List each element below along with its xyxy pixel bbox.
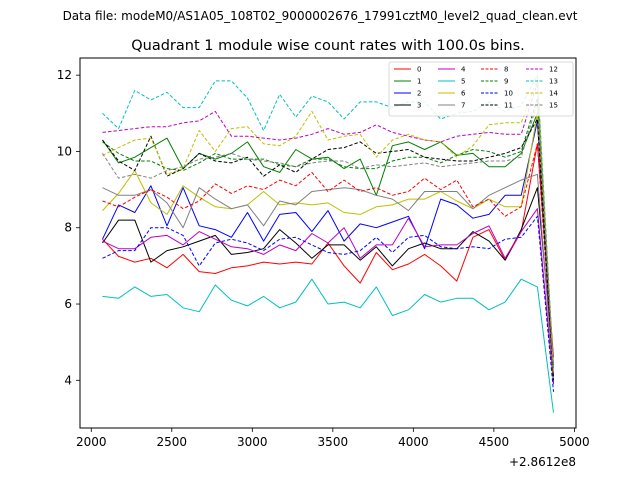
- series-layer: [102, 74, 554, 413]
- y-tick-label: 12: [57, 68, 72, 82]
- legend-label-9: 9: [504, 78, 508, 86]
- legend-label-12: 12: [549, 66, 558, 74]
- legend-label-2: 2: [417, 90, 421, 98]
- x-axis: 2000 2500 3000 3500 4000 4500 5000: [76, 428, 590, 449]
- y-tick-label: 10: [57, 144, 72, 158]
- legend-label-4: 4: [461, 66, 466, 74]
- x-offset-label: +2.8612e8: [509, 455, 576, 469]
- plot-frame: [79, 57, 577, 429]
- series-line-4: [102, 208, 554, 385]
- legend-label-15: 15: [549, 102, 558, 110]
- legend-label-1: 1: [417, 78, 421, 86]
- x-tick-label: 2000: [76, 435, 107, 449]
- suptitle: Data file: modeM0/AS1A05_108T02_90000026…: [63, 9, 578, 23]
- series-line-10: [102, 215, 554, 392]
- x-tick-label: 2500: [157, 435, 188, 449]
- series-line-12: [102, 82, 554, 373]
- series-line-14: [102, 78, 554, 373]
- y-tick-label: 4: [64, 373, 72, 387]
- x-tick-label: 4000: [398, 435, 429, 449]
- legend-label-3: 3: [417, 102, 421, 110]
- y-tick-label: 6: [64, 297, 72, 311]
- series-line-2: [102, 120, 554, 385]
- legend-label-5: 5: [461, 78, 465, 86]
- legend-label-0: 0: [417, 66, 421, 74]
- legend-label-10: 10: [504, 90, 513, 98]
- x-tick-label: 5000: [559, 435, 590, 449]
- legend-label-7: 7: [461, 102, 465, 110]
- y-axis: 4 6 8 10 12: [57, 68, 80, 387]
- legend-label-8: 8: [504, 66, 508, 74]
- legend-label-13: 13: [549, 78, 558, 86]
- series-line-3: [102, 187, 554, 366]
- series-line-8: [102, 143, 554, 377]
- series-line-6: [102, 112, 554, 373]
- x-tick-label: 3000: [237, 435, 268, 449]
- x-tick-label: 4500: [479, 435, 510, 449]
- series-line-9: [102, 97, 554, 377]
- series-line-11: [102, 118, 554, 381]
- series-line-1: [102, 112, 554, 369]
- legend-label-11: 11: [504, 102, 513, 110]
- legend-label-14: 14: [549, 90, 558, 98]
- legend-box: [388, 61, 574, 117]
- series-line-5: [102, 278, 554, 413]
- chart-title: Quadrant 1 module wise count rates with …: [131, 38, 525, 54]
- y-tick-label: 8: [64, 221, 72, 235]
- x-tick-label: 3500: [318, 435, 349, 449]
- legend-label-6: 6: [461, 90, 466, 98]
